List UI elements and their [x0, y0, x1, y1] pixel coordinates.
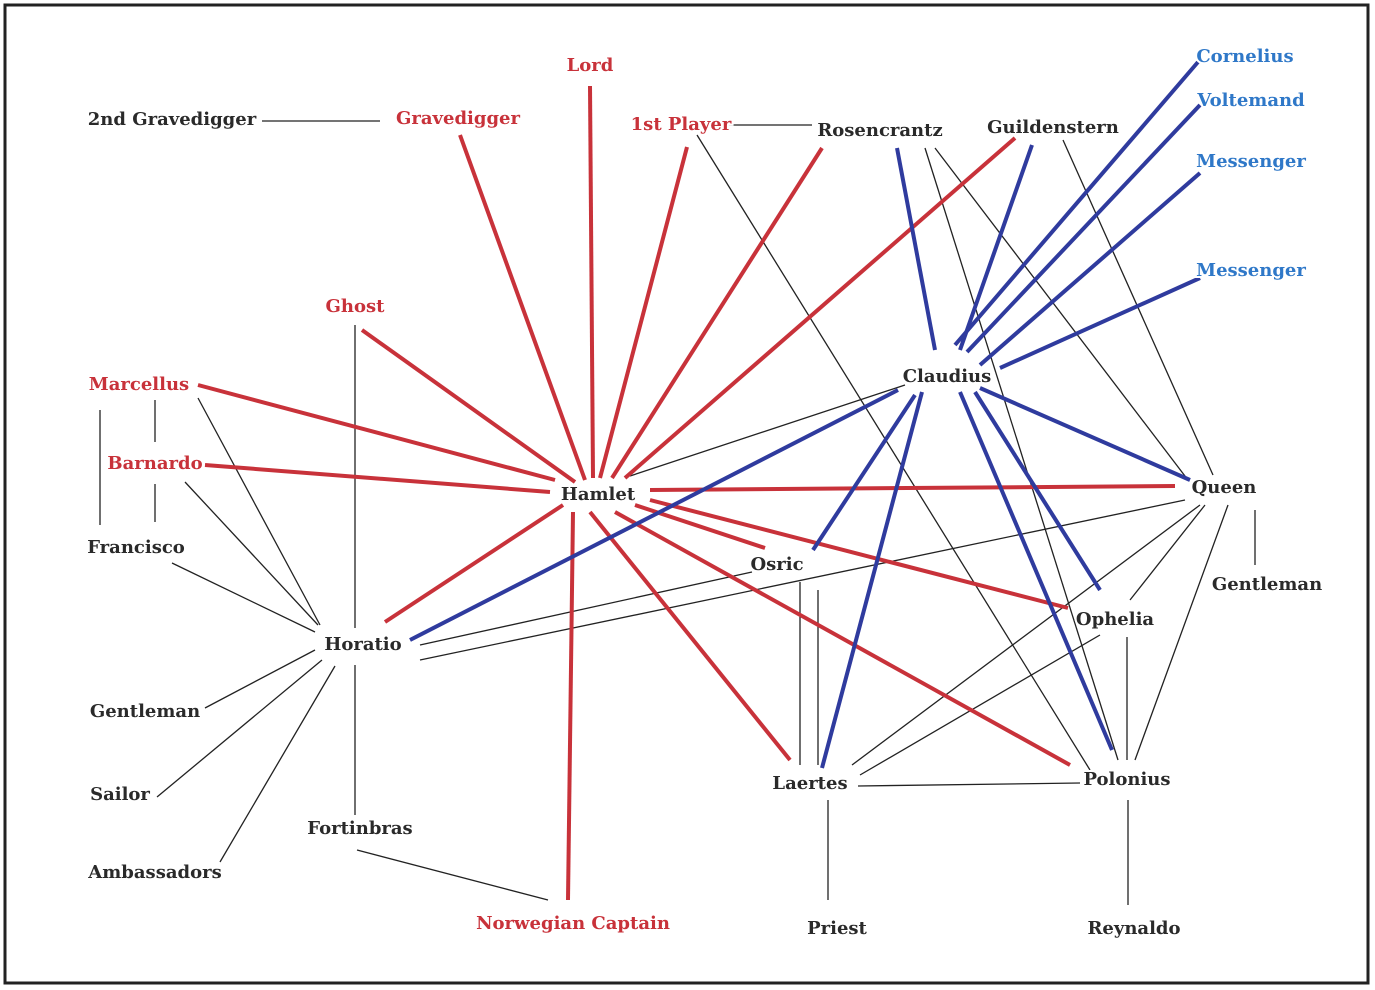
node-label: 1st Player: [631, 114, 732, 135]
edge: [629, 384, 906, 477]
edge: [219, 665, 336, 863]
edge: [588, 510, 792, 762]
node-label: Ophelia: [1076, 609, 1154, 630]
edge: [197, 383, 556, 482]
node-label: Norwegian Captain: [476, 913, 670, 934]
node-label: Lord: [567, 55, 614, 76]
edge: [171, 562, 316, 633]
node-label: Horatio: [324, 634, 401, 655]
edge: [859, 634, 1101, 776]
node-label: Osric: [750, 554, 803, 575]
node-label: Marcellus: [89, 374, 189, 395]
node-label: Fortinbras: [307, 818, 412, 839]
node-label: Voltemand: [1196, 90, 1305, 111]
edge: [610, 146, 824, 480]
edge: [197, 397, 321, 626]
edge: [953, 60, 1200, 347]
edge: [973, 390, 1102, 592]
edge: [851, 504, 1201, 766]
edge: [419, 499, 1186, 661]
node-label: Guildenstern: [987, 117, 1119, 138]
edge: [857, 782, 1081, 787]
edge: [360, 328, 577, 484]
edge: [958, 144, 1034, 351]
node-label: Hamlet: [561, 484, 636, 505]
edge: [965, 103, 1202, 354]
node-label: Cornelius: [1196, 46, 1293, 67]
edge: [1129, 504, 1206, 601]
labels: Lord 2nd Gravedigger Gravedigger 1st Player…: [85, 44, 1324, 941]
edge: [614, 510, 1071, 767]
edge: [383, 503, 565, 624]
node-label: Gravedigger: [396, 108, 520, 129]
edge: [156, 659, 323, 798]
edge: [979, 386, 1191, 482]
node-label: Priest: [807, 918, 867, 939]
node-label: Barnardo: [107, 453, 202, 474]
edge: [566, 511, 575, 901]
node-label: Rosencrantz: [817, 120, 942, 141]
edge: [356, 849, 549, 901]
edge: [649, 484, 1176, 492]
node-label: Ambassadors: [87, 862, 221, 883]
node-label: Sailor: [90, 784, 150, 805]
edge: [924, 147, 1119, 761]
edge: [958, 391, 1114, 751]
edge: [419, 571, 753, 646]
edge: [598, 146, 689, 479]
node-label: Claudius: [903, 366, 992, 387]
edge: [978, 171, 1202, 367]
node-label: Francisco: [87, 537, 185, 558]
node-label: 2nd Gravedigger: [88, 109, 257, 130]
frame: [3, 3, 1370, 985]
edge: [623, 136, 1017, 480]
edge: [1134, 504, 1229, 761]
edge: [409, 388, 899, 642]
edges: [99, 60, 1256, 905]
node-label: Ghost: [326, 296, 386, 317]
edge: [811, 393, 917, 552]
edge: [588, 85, 595, 479]
node-label: Laertes: [772, 773, 847, 794]
node-label: Messenger: [1196, 260, 1306, 281]
edge: [204, 649, 316, 709]
edge: [458, 134, 587, 481]
node-label: Polonius: [1083, 769, 1170, 790]
edge: [999, 276, 1201, 370]
node-label: Reynaldo: [1087, 918, 1180, 939]
edge: [184, 481, 319, 626]
edge: [649, 498, 1069, 610]
edge: [204, 463, 551, 494]
node-label: Gentleman: [90, 701, 200, 722]
node-label: Queen: [1192, 477, 1257, 498]
node-label: Messenger: [1196, 151, 1306, 172]
edge: [820, 391, 924, 769]
node-label: Gentleman: [1212, 574, 1322, 595]
edge: [895, 147, 937, 351]
edge: [934, 147, 1189, 481]
